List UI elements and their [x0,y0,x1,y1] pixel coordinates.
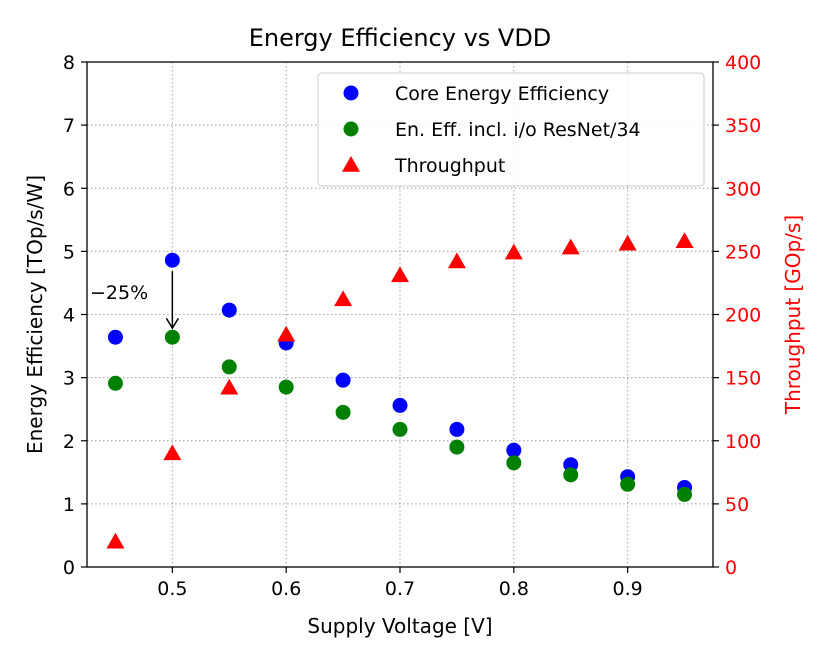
data-point-core-efficiency [449,421,465,437]
legend-marker-2 [343,121,359,137]
x-tick-label: 0.9 [613,578,643,600]
data-point-efficiency-incl-io [221,359,237,375]
y-left-tick-label: 2 [63,431,75,453]
x-axis-label: Supply Voltage [V] [307,614,492,638]
chart-title: Energy Efficiency vs VDD [249,24,552,52]
data-point-throughput [334,290,353,307]
y-right-tick-label: 50 [725,494,749,516]
data-point-core-efficiency [221,302,237,318]
data-point-throughput [618,234,637,251]
data-point-core-efficiency [164,252,180,268]
x-tick-label: 0.6 [271,578,301,600]
legend-marker-throughput [342,156,360,172]
data-point-throughput [561,238,580,255]
data-point-efficiency-incl-io [107,375,123,391]
data-point-efficiency-incl-io [506,455,522,471]
y-right-tick-label: 300 [725,178,761,200]
y-left-tick-label: 4 [63,305,75,327]
data-point-throughput [391,266,409,283]
data-point-throughput [163,444,182,461]
legend-entry-2: En. Eff. incl. i/o ResNet/34 [395,119,641,141]
data-point-efficiency-incl-io [278,379,294,395]
y-left-tick-label: 6 [63,178,75,200]
y-left-tick-label: 5 [63,241,75,263]
series-2 [107,329,693,502]
legend-entry-3: Throughput [394,155,505,177]
x-tick-label: 0.7 [385,578,415,600]
legend: Core Energy Efficiency En. Eff. incl. i/o… [317,72,705,187]
data-point-core-efficiency [107,329,123,345]
x-tick-label: 0.5 [157,578,187,600]
data-point-throughput [220,378,239,395]
y-right-tick-label: 150 [725,368,761,390]
data-point-efficiency-incl-io [392,421,408,437]
data-point-efficiency-incl-io [677,486,693,502]
y-left-tick-label: 8 [63,52,75,74]
x-tick-label: 0.8 [499,578,529,600]
data-point-core-efficiency [392,397,408,413]
annotation: −25% [90,271,180,330]
series-3 [106,232,694,549]
legend-marker-1 [343,85,359,101]
annotation-label: −25% [90,282,148,304]
y-left-tick-label: 3 [63,368,75,390]
data-point-throughput [106,532,125,549]
data-point-throughput [675,232,694,249]
annotation-arrowhead [165,317,180,330]
data-point-core-efficiency [335,372,351,388]
y-left-tick-label: 7 [63,115,75,137]
data-point-efficiency-incl-io [335,404,351,420]
data-point-throughput [447,252,466,269]
data-point-efficiency-incl-io [164,329,180,345]
y-right-tick-label: 0 [725,557,737,579]
data-point-core-efficiency [506,442,522,458]
y-axis-left-label: Energy Efficiency [TOp/s/W] [23,175,47,454]
legend-box [317,72,705,187]
y-right-tick-label: 200 [725,305,761,327]
data-point-throughput [277,325,296,342]
y-axis-right-label: Throughput [GOp/s] [781,215,805,415]
y-right-tick-label: 350 [725,115,761,137]
data-point-efficiency-incl-io [620,476,636,492]
axes: 0.5 0.6 0.7 0.8 0.9 0 1 2 3 4 5 6 7 8 0 50 100 150 200 250 3… [63,52,761,600]
data-point-efficiency-incl-io [449,439,465,455]
y-right-tick-label: 400 [725,52,761,74]
y-left-tick-label: 0 [63,557,75,579]
y-left-tick-label: 1 [63,494,75,516]
y-right-tick-label: 250 [725,241,761,263]
y-right-tick-label: 100 [725,431,761,453]
legend-entry-1: Core Energy Efficiency [395,83,609,105]
data-point-efficiency-incl-io [563,467,579,483]
data-point-throughput [504,243,523,260]
data-marks [106,232,694,549]
